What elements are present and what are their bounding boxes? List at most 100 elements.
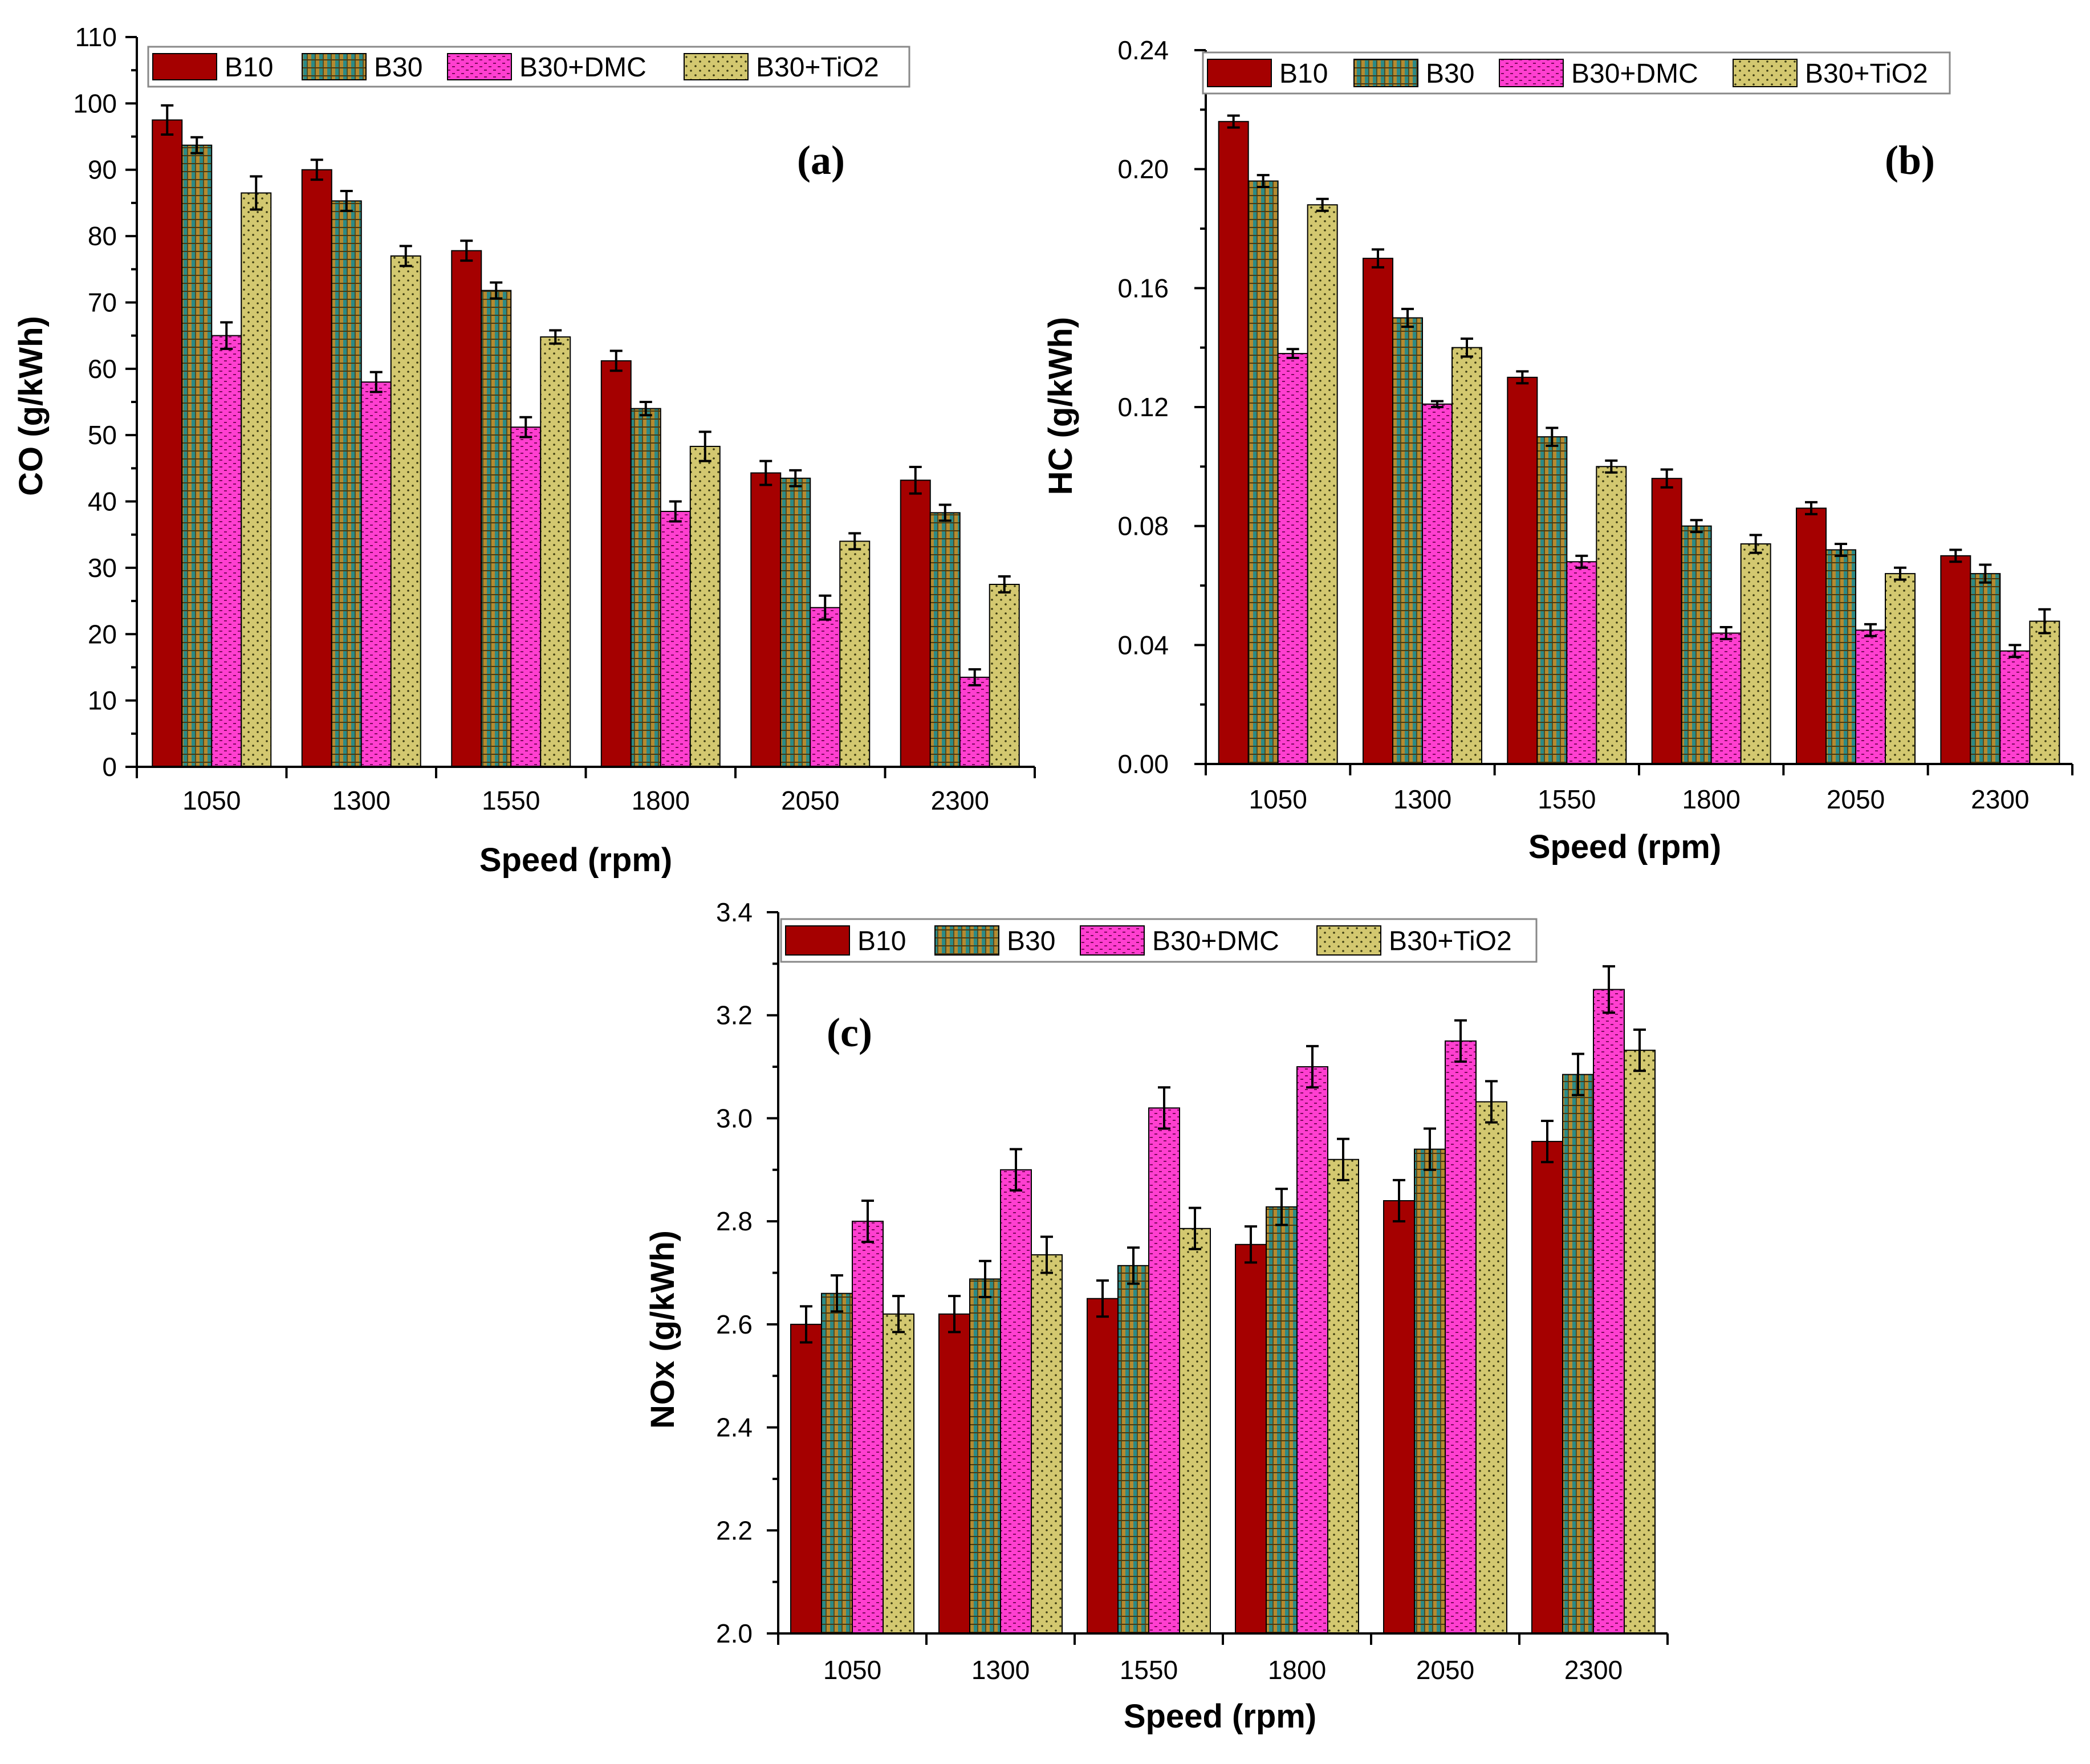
co-legend-label-b10: B10: [225, 52, 273, 83]
nox-y-axis-title: NOx (g/kWh): [644, 1230, 681, 1429]
co-errorbar-b30-dmc-1800: [669, 500, 682, 523]
co-errorbar-b30-tio2-2050: [848, 532, 861, 551]
nox-errorbar-b30-1550: [1127, 1246, 1140, 1285]
panel-a-label: (a): [797, 137, 845, 183]
hc-bar-b30-2050: [1825, 549, 1856, 765]
nox-errorbar-b30-dmc-1300: [1010, 1148, 1022, 1192]
co-bar-b30-tio2-2300: [989, 584, 1020, 767]
nox-legend-swatch-b30-tio2: [1316, 925, 1381, 956]
nox-bar-b30-2300: [1562, 1074, 1594, 1634]
hc-legend-label-b30: B30: [1426, 59, 1474, 89]
nox-errorbar-b10-1550: [1096, 1279, 1109, 1318]
hc-y-tick-label: 0.12: [1117, 392, 1169, 422]
co-errorbar-b30-2050: [789, 469, 802, 487]
co-bar-b30-2050: [780, 477, 811, 767]
co-errorbar-b10-1050: [161, 104, 174, 136]
hc-y-tick-label: 0.08: [1117, 511, 1169, 541]
hc-errorbar-b30-tio2-1300: [1461, 338, 1473, 358]
co-legend-swatch-b10: [152, 53, 217, 80]
nox-errorbar-b30-dmc-1800: [1306, 1044, 1319, 1089]
hc-y-axis-title: HC (g/kWh): [1042, 317, 1079, 495]
hc-bar-b10-1300: [1363, 258, 1393, 765]
hc-errorbar-b30-1050: [1257, 174, 1270, 188]
co-bar-b30-dmc-1300: [360, 381, 392, 767]
co-errorbar-b10-1300: [310, 158, 323, 181]
hc-legend-swatch-b30: [1353, 59, 1418, 87]
co-bar-b30-1050: [181, 144, 213, 767]
nox-bar-b30-dmc-1300: [1000, 1169, 1032, 1634]
co-errorbar-b10-2300: [909, 466, 922, 495]
hc-errorbar-b30-dmc-1300: [1431, 400, 1444, 408]
co-errorbar-b30-1800: [639, 401, 652, 417]
co-bar-b30-1550: [481, 290, 512, 767]
nox-x-axis-title: Speed (rpm): [1124, 1698, 1316, 1735]
nox-y-tick-label: 3.2: [716, 1001, 753, 1030]
co-errorbar-b10-1800: [609, 349, 623, 372]
nox-bar-b30-dmc-1550: [1148, 1107, 1180, 1635]
nox-errorbar-b30-2300: [1572, 1052, 1584, 1096]
nox-bar-b10-1050: [790, 1323, 822, 1635]
hc-y-tick-label: 0.00: [1117, 749, 1169, 779]
nox-bar-b10-1300: [938, 1313, 970, 1634]
hc-bar-b30-2300: [1970, 573, 2001, 765]
co-errorbar-b30-dmc-2050: [819, 594, 832, 621]
hc-errorbar-b10-2300: [1949, 548, 1962, 563]
co-x-tick-label: 1050: [182, 786, 241, 815]
nox-errorbar-b30-dmc-1050: [861, 1200, 874, 1243]
co-bar-b30-dmc-1050: [211, 335, 242, 767]
hc-x-tick-label: 2300: [1971, 785, 2029, 814]
nox-errorbar-b10-2050: [1393, 1178, 1405, 1223]
hc-bar-b30-dmc-2300: [1999, 650, 2031, 765]
nox-bar-b30-1050: [821, 1292, 853, 1634]
co-y-tick-label: 110: [75, 22, 117, 52]
hc-x-tick-label: 1300: [1393, 785, 1451, 814]
hc-bar-b30-1550: [1536, 436, 1568, 765]
hc-bar-b30-tio2-1800: [1740, 543, 1771, 765]
co-errorbar-b30-1050: [190, 136, 204, 155]
hc-bar-b30-tio2-1050: [1307, 204, 1338, 765]
hc-legend-swatch-b10: [1207, 59, 1272, 87]
co-errorbar-b30-tio2-1800: [698, 430, 711, 462]
nox-legend-swatch-b30-dmc: [1080, 925, 1145, 956]
hc-legend-label-b10: B10: [1279, 59, 1328, 89]
hc-bar-b30-tio2-1300: [1451, 347, 1482, 765]
hc-y-tick-label: 0.20: [1117, 155, 1169, 184]
nox-bar-b10-2300: [1531, 1141, 1563, 1634]
co-bar-b10-1800: [600, 360, 632, 767]
hc-y-tick-label: 0.16: [1117, 273, 1169, 303]
co-y-axis-title: CO (g/kWh): [13, 316, 50, 496]
co-x-tick-label: 1550: [482, 786, 540, 815]
nox-errorbar-b30-tio2-1050: [892, 1295, 905, 1334]
nox-bar-b30-2050: [1414, 1148, 1446, 1634]
co-errorbar-b30-2300: [938, 503, 952, 522]
hc-bar-b30-1800: [1681, 525, 1712, 765]
nox-bar-b30-dmc-1800: [1296, 1066, 1328, 1634]
co-chart: (a) Speed (rpm) CO (g/kWh) 0 10 20 30 40 50 60…: [13, 22, 1036, 879]
co-errorbar-b30-dmc-2300: [968, 668, 981, 686]
hc-bar-b30-tio2-2050: [1885, 573, 1916, 765]
hc-errorbar-b30-tio2-2050: [1894, 566, 1906, 581]
nox-bar-b30-1800: [1266, 1206, 1298, 1634]
nox-bar-b30-1300: [969, 1278, 1001, 1634]
panel-c-label: (c): [827, 1010, 872, 1055]
nox-bar-b30-tio2-1050: [883, 1313, 914, 1634]
co-bar-b30-dmc-1800: [660, 511, 691, 767]
co-bar-b30-tio2-2050: [839, 540, 871, 767]
co-errorbar-b30-dmc-1300: [369, 371, 383, 393]
hc-errorbar-b30-dmc-1550: [1575, 554, 1588, 569]
hc-errorbar-b30-dmc-2050: [1864, 623, 1877, 637]
nox-bar-b10-1550: [1087, 1298, 1119, 1634]
hc-legend-box: [1202, 51, 1951, 95]
hc-x-tick-label: 1050: [1249, 785, 1307, 814]
nox-chart: (c) Speed (rpm) NOx (g/kWh) 2.0 2.2 2.4 2.6…: [644, 897, 1669, 1735]
nox-y-tick-label: 3.4: [716, 897, 753, 927]
hc-errorbar-b30-tio2-1550: [1605, 459, 1618, 474]
hc-legend-label-b30-dmc: B30+DMC: [1571, 59, 1698, 89]
co-x-tick-label: 1800: [632, 786, 690, 815]
co-errorbar-b30-tio2-1300: [399, 245, 412, 267]
hc-errorbar-b30-tio2-2300: [2038, 608, 2051, 635]
nox-errorbar-b30-tio2-2300: [1633, 1029, 1646, 1072]
co-bar-b30-dmc-1550: [510, 426, 542, 767]
hc-errorbar-b30-dmc-1800: [1719, 626, 1733, 640]
